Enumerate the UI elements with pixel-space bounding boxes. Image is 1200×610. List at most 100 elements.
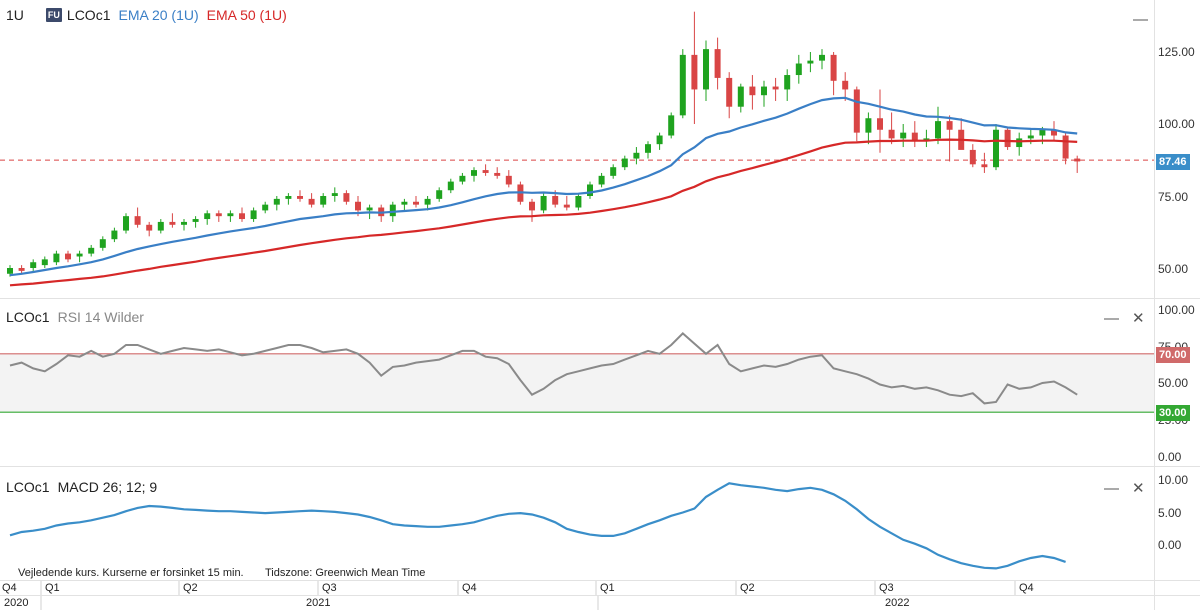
candle-body (65, 253, 71, 260)
xaxis-year-border (0, 595, 1200, 596)
ema50-line (9, 138, 1078, 287)
candle-body (169, 221, 176, 225)
xaxis-quarter-q3-2021: Q3 (322, 582, 337, 594)
candle-body (30, 262, 37, 268)
rsi-ytick-50: 50.00 (1158, 376, 1189, 390)
delay-disclaimer: Vejledende kurs. Kurserne er forsinket 1… (18, 567, 244, 579)
candle-body (842, 80, 849, 90)
rsi-lower-band-tag: 30.00 (1156, 405, 1190, 421)
macd-close-icon[interactable]: ✕ (1132, 480, 1145, 497)
xaxis-year-2020: 2020 (4, 597, 29, 609)
candle-body (563, 204, 570, 208)
timezone-note: Tidszone: Greenwich Mean Time (265, 567, 426, 579)
candle-body (134, 216, 141, 225)
candle-body (946, 121, 953, 130)
candle-body (494, 172, 501, 176)
candle-body (598, 175, 605, 185)
macd-minimize-icon[interactable]: — (1104, 480, 1119, 497)
candle-body (505, 175, 512, 185)
candle-body (459, 175, 466, 182)
candle-body (726, 77, 733, 107)
price-legend: 1U FU LCOc1 EMA 20 (1U) EMA 50 (1U) (6, 7, 287, 23)
price-ytick-100: 100.00 (1158, 117, 1195, 131)
candle-body (1051, 129, 1057, 136)
ema20-line (9, 96, 1078, 277)
candle-body (76, 253, 83, 257)
candle-body (1074, 158, 1081, 162)
candle-body (111, 230, 118, 240)
rsi-ytick-100: 100.00 (1158, 303, 1195, 317)
price-pane-minimize-icon[interactable]: — (1133, 11, 1148, 28)
xaxis-quarter-q2-2022: Q2 (740, 582, 755, 594)
candle-body (900, 132, 907, 139)
candle-body (297, 196, 303, 199)
candle-body (436, 190, 443, 199)
pane-separator-rsi-macd (0, 466, 1200, 467)
candle-body (865, 118, 872, 133)
candle-body (795, 63, 802, 76)
xaxis-quarter-q1-2022: Q1 (600, 582, 615, 594)
candle-body (1016, 138, 1023, 148)
candle-body (784, 75, 791, 90)
candle-body (911, 132, 918, 142)
candle-body (668, 115, 675, 136)
ticker-badge: FU (45, 8, 62, 22)
candle-body (981, 164, 988, 168)
candle-body (424, 198, 431, 205)
macd-ytick-0: 0.00 (1158, 538, 1182, 552)
xaxis-year-2022: 2022 (885, 597, 910, 609)
candle-body (331, 193, 338, 196)
candle-body (18, 268, 25, 271)
rsi-settings-label[interactable]: RSI 14 Wilder (57, 309, 144, 325)
candle-body (308, 198, 315, 205)
candle-body (575, 196, 582, 208)
candle-body (679, 54, 686, 116)
xaxis-quarter-q4-2020: Q4 (2, 582, 17, 594)
candle-body (88, 247, 95, 254)
rsi-symbol[interactable]: LCOc1 (6, 309, 50, 325)
candle-body (714, 49, 721, 78)
candle-body (157, 221, 164, 231)
candle-body (807, 60, 814, 64)
candle-body (215, 213, 222, 217)
candle-body (761, 86, 767, 96)
candle-body (320, 196, 327, 205)
candle-body (273, 198, 280, 205)
rsi-minimize-icon[interactable]: — (1104, 310, 1119, 327)
ema20-legend[interactable]: EMA 20 (1U) (118, 7, 199, 23)
candle-body (877, 118, 883, 130)
candle-body (250, 210, 257, 220)
candle-body (401, 201, 408, 205)
candle-body (529, 201, 535, 211)
candle-body (343, 193, 350, 202)
candle-body (146, 224, 153, 231)
price-ytick-75: 75.00 (1158, 190, 1189, 204)
xaxis-year-2021: 2021 (306, 597, 331, 609)
candle-body (935, 121, 941, 139)
candle-body (772, 86, 779, 90)
candle-body (471, 170, 477, 176)
macd-symbol[interactable]: LCOc1 (6, 479, 50, 495)
candle-body (7, 268, 13, 274)
candle-body (99, 239, 106, 248)
macd-line (9, 482, 1066, 570)
ema50-legend[interactable]: EMA 50 (1U) (206, 7, 287, 23)
candle-body (192, 219, 199, 222)
symbol-label[interactable]: LCOc1 (66, 7, 111, 23)
macd-settings-label[interactable]: MACD 26; 12; 9 (57, 479, 158, 495)
pane-separator-price-rsi (0, 298, 1200, 299)
xaxis-quarter-q2-2021: Q2 (183, 582, 198, 594)
rsi-band-fill (0, 353, 1154, 413)
candle-body (888, 129, 895, 139)
candle-body (830, 54, 837, 81)
candle-body (1027, 135, 1034, 139)
xaxis-quarter-q4-2021: Q4 (462, 582, 477, 594)
candle-body (482, 170, 489, 173)
xaxis-quarter-q3-2022: Q3 (879, 582, 894, 594)
candle-body (552, 196, 559, 205)
timeframe-label[interactable]: 1U (6, 7, 24, 23)
candle-body (262, 204, 269, 211)
candle-body (703, 49, 709, 90)
rsi-close-icon[interactable]: ✕ (1132, 310, 1145, 327)
